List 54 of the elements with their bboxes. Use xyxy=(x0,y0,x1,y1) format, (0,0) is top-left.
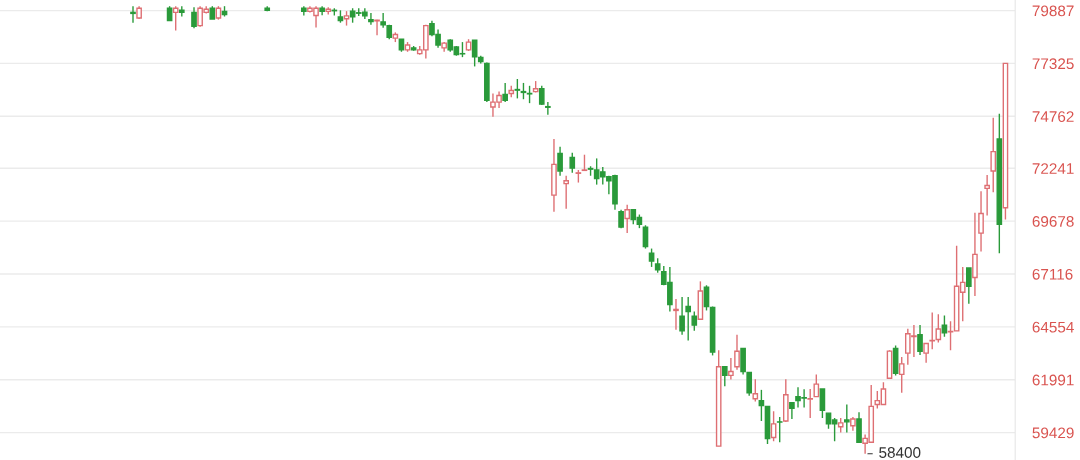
candlestick xyxy=(813,373,820,398)
candlestick xyxy=(514,78,521,100)
y-tick-label: 72241 xyxy=(1032,163,1074,174)
candlestick xyxy=(972,211,978,297)
candlestick xyxy=(642,224,649,250)
candlestick xyxy=(374,19,380,36)
candlestick xyxy=(673,298,679,331)
candlestick xyxy=(569,151,576,174)
candlestick xyxy=(917,324,923,356)
candlestick xyxy=(721,366,728,387)
candlestick xyxy=(770,410,777,442)
candlestick xyxy=(545,101,551,116)
candlestick xyxy=(984,174,990,217)
candlestick xyxy=(807,388,814,419)
candlestick xyxy=(368,12,374,26)
candlestick xyxy=(746,371,753,397)
candlestick xyxy=(648,247,655,268)
y-tick-label: 77325 xyxy=(1032,58,1074,70)
candlestick xyxy=(752,378,759,403)
candlestick xyxy=(923,342,929,364)
candlestick xyxy=(178,5,185,18)
candlestick xyxy=(819,388,826,419)
y-tick-label: 61991 xyxy=(1032,374,1074,386)
candlestick xyxy=(557,146,563,177)
candlestick xyxy=(941,314,948,338)
annotation: 58400 xyxy=(879,447,921,458)
candlestick xyxy=(740,347,746,376)
candlestick xyxy=(502,82,508,103)
y-tick-label: 67116 xyxy=(1032,268,1073,280)
y-tick-label: 79887 xyxy=(1032,5,1074,17)
candlestick xyxy=(380,12,386,29)
candlestick xyxy=(624,204,631,234)
candlestick xyxy=(685,296,692,342)
y-tick-label: 74762 xyxy=(1032,111,1074,122)
candlestick xyxy=(978,190,984,253)
candlestick xyxy=(130,5,136,24)
candlestick xyxy=(935,313,942,344)
candlestick xyxy=(679,296,685,336)
candlestick xyxy=(898,356,905,394)
candlestick xyxy=(563,175,569,210)
candlestick xyxy=(703,284,710,312)
candlestick xyxy=(843,403,850,434)
candlestick xyxy=(856,411,862,443)
y-tick-label: 59429 xyxy=(1032,427,1074,439)
candlestick xyxy=(172,5,179,32)
candlestick xyxy=(966,267,972,305)
y-tick-label: 64554 xyxy=(1032,321,1074,333)
candlestick xyxy=(691,310,698,332)
candlestick xyxy=(776,416,783,443)
y-tick-label: 69678 xyxy=(1032,216,1074,227)
candlestick xyxy=(734,334,740,371)
candlestick xyxy=(191,6,197,29)
candlestick xyxy=(728,357,734,381)
candlestick xyxy=(990,117,997,193)
